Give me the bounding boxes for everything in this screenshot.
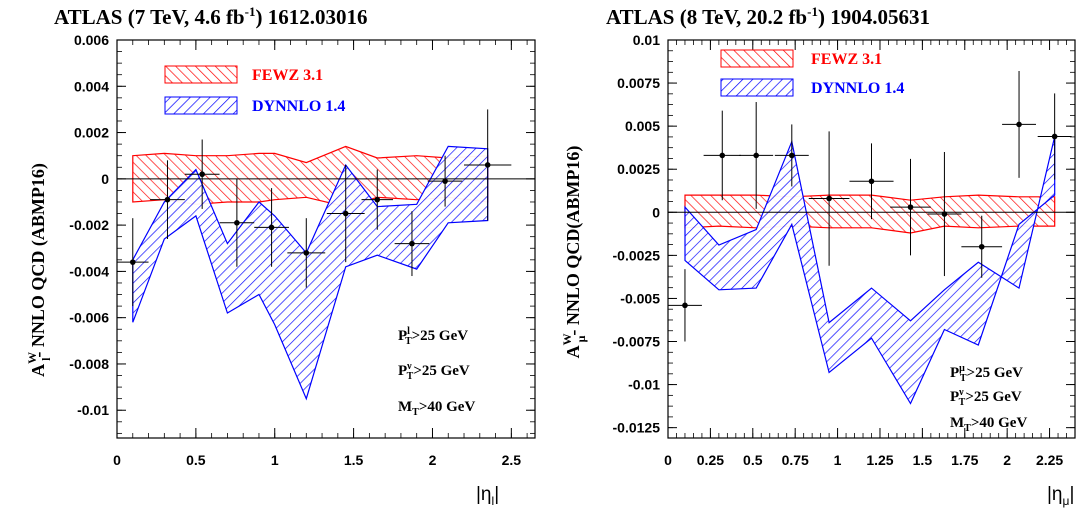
legend-swatch-fewz	[720, 49, 794, 68]
chart-left-ylabel: AWl- NNLO QCD (ABMP16)	[25, 163, 53, 377]
data-point	[268, 224, 275, 231]
x-tick-label: 1.5	[344, 452, 364, 468]
chart-right-legend: FEWZ 3.1 DYNNLO 1.4	[720, 49, 904, 97]
y-tick-label: 0.005	[625, 118, 660, 134]
chart-left-cuts: Pl T>25 GeV Pν T>25 GeV MT>40 GeV	[398, 326, 475, 418]
x-tick-label: 0.5	[743, 452, 763, 468]
legend-swatch-dynnlo	[720, 78, 794, 97]
data-point	[978, 243, 985, 250]
chart-right-cuts: Pμ T>25 GeV Pν T>25 GeV MT>40 GeV	[950, 363, 1027, 434]
data-point	[868, 178, 875, 185]
legend-label-fewz: FEWZ 3.1	[811, 51, 882, 68]
data-point	[753, 152, 759, 159]
y-tick-label: 0.006	[74, 32, 109, 48]
data-point	[682, 302, 688, 309]
fewz-band	[684, 194, 1056, 234]
x-tick-label: 2.5	[502, 452, 522, 468]
y-tick-label: 0	[101, 171, 109, 187]
chart-right-xlabel: |ημ|	[1047, 484, 1074, 508]
x-tick-label: 2	[1003, 452, 1011, 468]
plot-frame	[116, 39, 536, 439]
y-tick-label: -0.0075	[613, 334, 661, 350]
cut-annotation: Pμ T>25 GeV	[950, 363, 1023, 384]
y-tick-label: -0.008	[69, 356, 109, 372]
dynnlo-band	[132, 145, 489, 401]
x-tick-label: 1.5	[913, 452, 933, 468]
x-tick-label: 0	[113, 452, 121, 468]
x-tick-label: 1	[834, 452, 842, 468]
legend-swatch-fewz	[164, 65, 238, 84]
data-point	[1051, 133, 1058, 140]
y-tick-label: -0.002	[69, 217, 109, 233]
x-tick-label: 1.75	[951, 452, 978, 468]
x-tick-label: 1	[271, 452, 279, 468]
chart-right-plot-area: 0.01 0.0075 0.005 0.0025 0 -0.0025 -0.005 -0.00…	[613, 32, 1076, 468]
y-tick-label: -0.004	[69, 263, 109, 279]
cut-annotation: MT>40 GeV	[950, 415, 1027, 434]
data-point	[442, 178, 448, 184]
data-point	[1016, 121, 1022, 128]
y-tick-label: -0.005	[620, 290, 660, 306]
y-tick-label: -0.01	[77, 402, 109, 418]
legend-swatch-dynnlo	[164, 96, 238, 115]
data-point	[826, 195, 832, 202]
data-point	[342, 210, 349, 217]
y-tick-label: -0.006	[69, 310, 109, 326]
data-point	[907, 204, 914, 210]
cut-annotation: Pν T>25 GeV	[398, 361, 470, 382]
data-point	[409, 240, 415, 247]
data-point	[303, 250, 310, 256]
chart-left: ATLAS (7 TeV, 4.6 fb-1) 1612.03016 AWl- …	[25, 4, 536, 508]
y-tick-label: 0.004	[74, 78, 109, 94]
legend-label-dynnlo: DYNNLO 1.4	[811, 80, 904, 97]
cut-annotation: Pl T>25 GeV	[398, 326, 468, 347]
x-tick-label: 0.5	[186, 452, 206, 468]
dynnlo-band	[684, 136, 1056, 405]
data-point	[374, 196, 381, 203]
data-point	[234, 220, 240, 226]
cut-annotation: Pν T>25 GeV	[950, 387, 1022, 408]
chart-right-title: ATLAS (8 TeV, 20.2 fb-1) 1904.05631	[606, 4, 930, 29]
data-point	[941, 211, 948, 217]
x-tick-label: 0.25	[697, 452, 724, 468]
x-tick-label: 2.25	[1036, 452, 1063, 468]
data-point	[199, 171, 205, 178]
y-tick-label: -0.0125	[613, 420, 661, 436]
chart-left-plot-area: 0.006 0.004 0.002 0 -0.002 -0.004 -0.006 -0.008…	[69, 32, 536, 468]
chart-right: ATLAS (8 TeV, 20.2 fb-1) 1904.05631 AWμ-…	[560, 4, 1076, 508]
x-tick-label: 0	[664, 452, 672, 468]
data-point	[164, 196, 171, 203]
x-tick-label: 1.25	[866, 452, 893, 468]
y-tick-label: 0.002	[74, 125, 109, 141]
y-tick-label: -0.0025	[613, 247, 661, 263]
y-tick-label: 0.01	[633, 32, 660, 48]
chart-left-legend: FEWZ 3.1 DYNNLO 1.4	[164, 65, 345, 115]
data-point	[788, 152, 795, 159]
y-tick-label: 0.0025	[617, 161, 660, 177]
y-tick-label: 0	[652, 204, 660, 220]
data-point	[129, 259, 136, 265]
x-tick-label: 2	[429, 452, 437, 468]
y-tick-label: 0.0075	[617, 75, 660, 91]
chart-right-ylabel: AWμ- NNLO QCD(ABMP16)	[560, 146, 588, 359]
x-tick-label: 0.75	[782, 452, 809, 468]
data-point	[719, 152, 726, 159]
cut-annotation: MT>40 GeV	[398, 399, 475, 418]
chart-left-title: ATLAS (7 TeV, 4.6 fb-1) 1612.03016	[54, 4, 367, 29]
legend-label-fewz: FEWZ 3.1	[252, 67, 323, 84]
chart-left-xlabel: |ηl|	[476, 484, 499, 508]
data-point	[484, 162, 491, 168]
y-tick-label: -0.01	[628, 377, 660, 393]
legend-label-dynnlo: DYNNLO 1.4	[252, 98, 345, 115]
